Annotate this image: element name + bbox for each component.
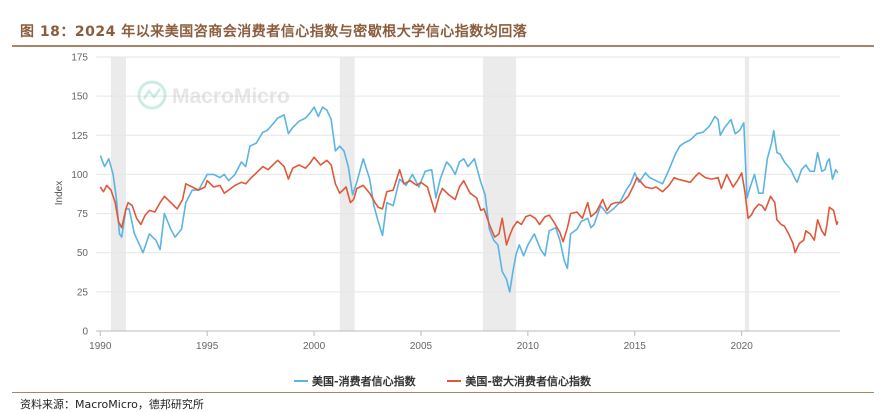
bottom-divider — [12, 392, 874, 393]
y-tick-label-50: 50 — [77, 248, 89, 259]
source-note: 资料来源：MacroMicro，德邦研究所 — [20, 398, 204, 411]
y-tick-label-150: 150 — [71, 92, 88, 103]
legend-label-consumer-confidence: 美国-消费者信心指数 — [312, 375, 416, 388]
legend: 美国-消费者信心指数 美国-密大消费者信心指数 — [0, 372, 885, 389]
x-tick-label-2000: 2000 — [303, 341, 326, 352]
x-tick-label-2005: 2005 — [410, 341, 433, 352]
series-lines — [99, 106, 839, 293]
watermark-logo-zigzag — [142, 88, 161, 100]
y-tick-label-0: 0 — [82, 327, 88, 338]
x-axis-ticks: 1990 1995 2000 2005 2010 2015 2020 — [89, 331, 753, 352]
title-divider — [12, 45, 874, 47]
y-axis-ticks: 0 25 50 75 100 125 150 175 — [71, 53, 88, 338]
watermark-text: MacroMicro — [172, 85, 290, 108]
x-tick-label-2020: 2020 — [731, 341, 754, 352]
legend-swatch-michigan-sentiment — [447, 380, 462, 382]
grid-lines — [96, 56, 840, 293]
legend-item-consumer-confidence: 美国-消费者信心指数 — [294, 373, 416, 389]
legend-swatch-consumer-confidence — [294, 380, 308, 382]
legend-item-michigan-sentiment: 美国-密大消费者信心指数 — [447, 373, 591, 389]
recession-band-2 — [482, 57, 517, 331]
y-tick-label-25: 25 — [77, 287, 89, 298]
x-tick-label-2010: 2010 — [517, 341, 540, 352]
x-tick-label-2015: 2015 — [624, 341, 647, 352]
y-tick-label-100: 100 — [71, 170, 88, 181]
watermark-logo-icon — [137, 80, 167, 110]
y-tick-label-175: 175 — [71, 53, 88, 64]
y-tick-label-125: 125 — [71, 131, 88, 142]
watermark: MacroMicro — [137, 80, 290, 110]
y-tick-label-75: 75 — [77, 209, 89, 220]
legend-label-michigan-sentiment: 美国-密大消费者信心指数 — [465, 375, 591, 388]
y-axis-label: Index — [54, 181, 65, 205]
series-line-1 — [99, 156, 839, 254]
recession-band-0 — [110, 57, 126, 331]
x-tick-label-1995: 1995 — [196, 341, 219, 352]
x-tick-label-1990: 1990 — [89, 341, 112, 352]
series-line-0 — [99, 106, 839, 293]
figure-title: 图 18：2024 年以来美国咨商会消费者信心指数与密歇根大学信心指数均回落 — [20, 24, 528, 40]
